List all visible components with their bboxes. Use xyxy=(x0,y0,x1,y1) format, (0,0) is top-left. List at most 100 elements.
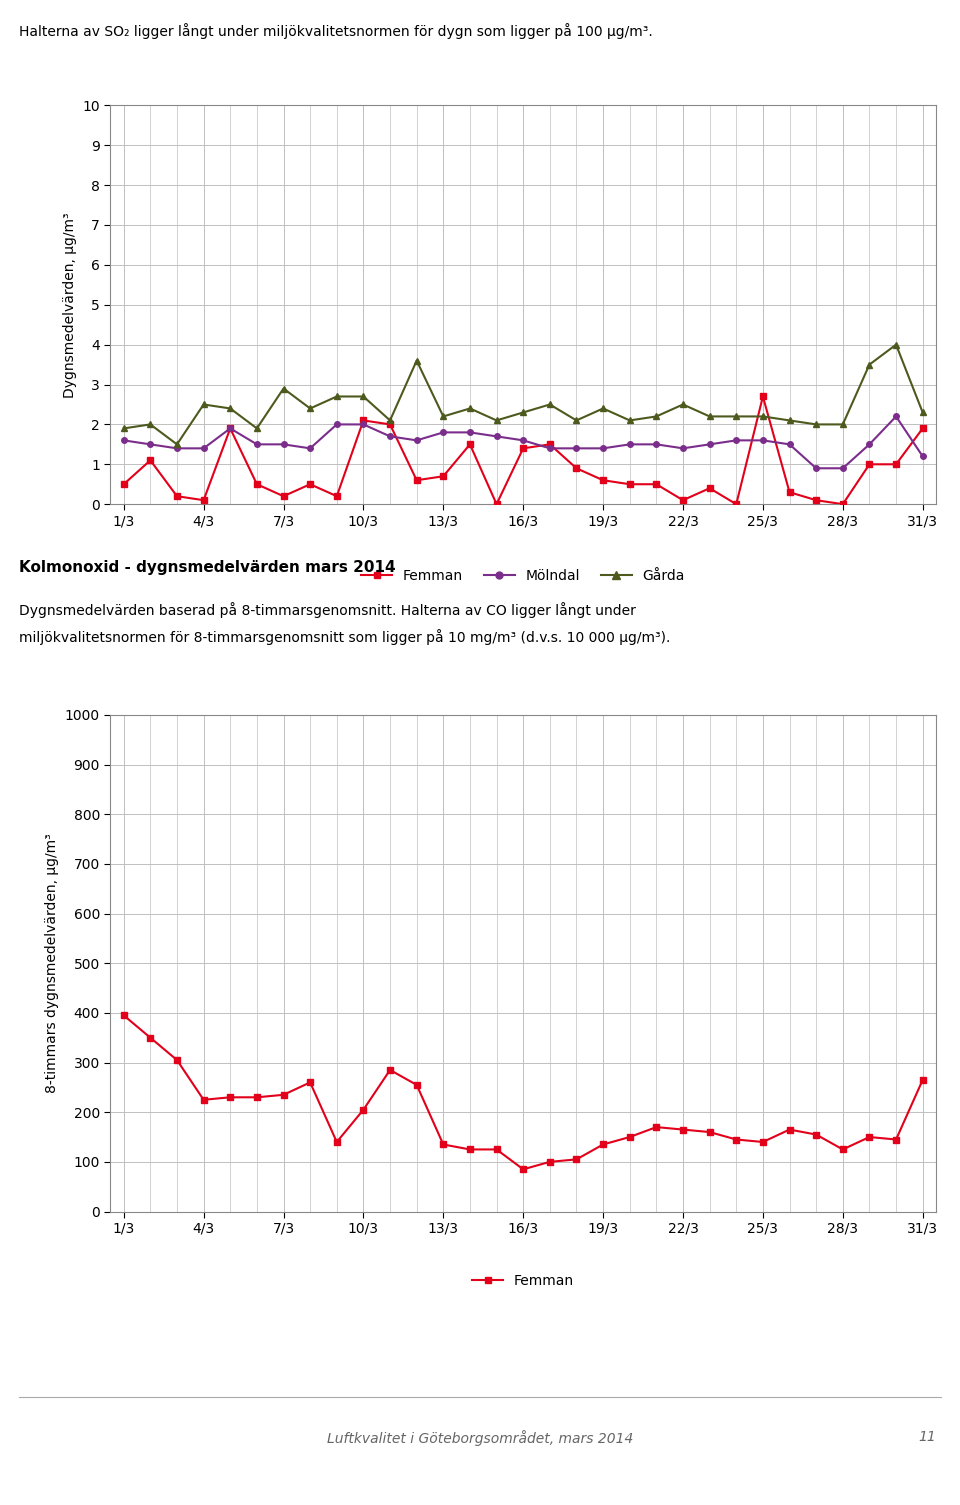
Gårda xyxy=(731,408,742,426)
Femman xyxy=(810,1126,822,1144)
Gårda xyxy=(864,355,876,373)
Line: Femman: Femman xyxy=(121,394,925,507)
Mölndal xyxy=(517,432,529,450)
Femman xyxy=(438,1135,449,1153)
Femman xyxy=(171,1050,182,1069)
Mölndal xyxy=(277,435,289,453)
Mölndal xyxy=(145,435,156,453)
Gårda xyxy=(411,352,422,370)
Femman xyxy=(597,1135,609,1153)
Gårda xyxy=(544,396,556,414)
Femman xyxy=(225,1088,236,1106)
Femman xyxy=(864,455,876,473)
Femman xyxy=(438,467,449,485)
Femman xyxy=(118,1007,130,1025)
Mölndal xyxy=(810,459,822,477)
Mölndal xyxy=(597,439,609,458)
Mölndal xyxy=(465,423,476,441)
Femman xyxy=(570,1150,582,1168)
Femman xyxy=(252,476,263,494)
Gårda xyxy=(465,399,476,417)
Gårda xyxy=(651,408,662,426)
Mölndal xyxy=(864,435,876,453)
Gårda xyxy=(304,399,316,417)
Gårda xyxy=(783,411,795,429)
Mölndal xyxy=(624,435,636,453)
Mölndal xyxy=(331,415,343,433)
Gårda xyxy=(277,379,289,397)
Femman xyxy=(304,476,316,494)
Mölndal xyxy=(890,408,901,426)
Femman xyxy=(517,439,529,458)
Femman xyxy=(624,1129,636,1147)
Gårda xyxy=(225,399,236,417)
Femman xyxy=(651,476,662,494)
Gårda xyxy=(757,408,769,426)
Femman xyxy=(384,415,396,433)
Femman xyxy=(331,488,343,506)
Femman xyxy=(544,1153,556,1171)
Femman xyxy=(917,1072,928,1090)
Femman xyxy=(731,1130,742,1148)
Femman xyxy=(517,1160,529,1178)
Femman xyxy=(570,459,582,477)
Femman xyxy=(783,1121,795,1139)
Femman xyxy=(304,1073,316,1091)
Gårda xyxy=(438,408,449,426)
Gårda xyxy=(570,411,582,429)
Mölndal xyxy=(757,432,769,450)
Femman xyxy=(225,420,236,438)
Gårda xyxy=(118,420,130,438)
Femman xyxy=(810,491,822,509)
Femman xyxy=(917,420,928,438)
Femman xyxy=(358,411,370,429)
Femman xyxy=(677,491,688,509)
Line: Gårda: Gårda xyxy=(120,342,926,448)
Femman xyxy=(597,471,609,489)
Gårda xyxy=(810,415,822,433)
Femman xyxy=(411,471,422,489)
Femman xyxy=(704,479,715,497)
Mölndal xyxy=(304,439,316,458)
Gårda xyxy=(890,336,901,354)
Gårda xyxy=(171,435,182,453)
Mölndal xyxy=(704,435,715,453)
Gårda xyxy=(837,415,849,433)
Gårda xyxy=(384,411,396,429)
Gårda xyxy=(624,411,636,429)
Text: Kolmonoxid - dygnsmedelvärden mars 2014: Kolmonoxid - dygnsmedelvärden mars 2014 xyxy=(19,560,396,575)
Femman xyxy=(331,1133,343,1151)
Mölndal xyxy=(783,435,795,453)
Mölndal xyxy=(837,459,849,477)
Gårda xyxy=(517,403,529,421)
Femman xyxy=(890,455,901,473)
Mölndal xyxy=(384,427,396,445)
Femman xyxy=(757,387,769,405)
Mölndal xyxy=(411,432,422,450)
Mölndal xyxy=(438,423,449,441)
Femman xyxy=(252,1088,263,1106)
Y-axis label: 8-timmars dygnsmedelvärden, μg/m³: 8-timmars dygnsmedelvärden, μg/m³ xyxy=(45,834,60,1093)
Femman xyxy=(277,1085,289,1103)
Line: Femman: Femman xyxy=(121,1013,925,1172)
Mölndal xyxy=(677,439,688,458)
Femman xyxy=(837,495,849,513)
Femman xyxy=(491,1141,502,1159)
Y-axis label: Dygnsmedelvärden, μg/m³: Dygnsmedelvärden, μg/m³ xyxy=(62,212,77,397)
Femman xyxy=(544,435,556,453)
Femman xyxy=(651,1118,662,1136)
Gårda xyxy=(252,420,263,438)
Femman xyxy=(171,488,182,506)
Gårda xyxy=(597,399,609,417)
Legend: Femman: Femman xyxy=(467,1269,580,1293)
Text: 11: 11 xyxy=(919,1430,936,1443)
Line: Mölndal: Mölndal xyxy=(121,414,925,471)
Femman xyxy=(704,1123,715,1141)
Gårda xyxy=(704,408,715,426)
Gårda xyxy=(677,396,688,414)
Gårda xyxy=(917,403,928,421)
Gårda xyxy=(358,387,370,405)
Mölndal xyxy=(358,415,370,433)
Femman xyxy=(198,491,209,509)
Femman xyxy=(677,1121,688,1139)
